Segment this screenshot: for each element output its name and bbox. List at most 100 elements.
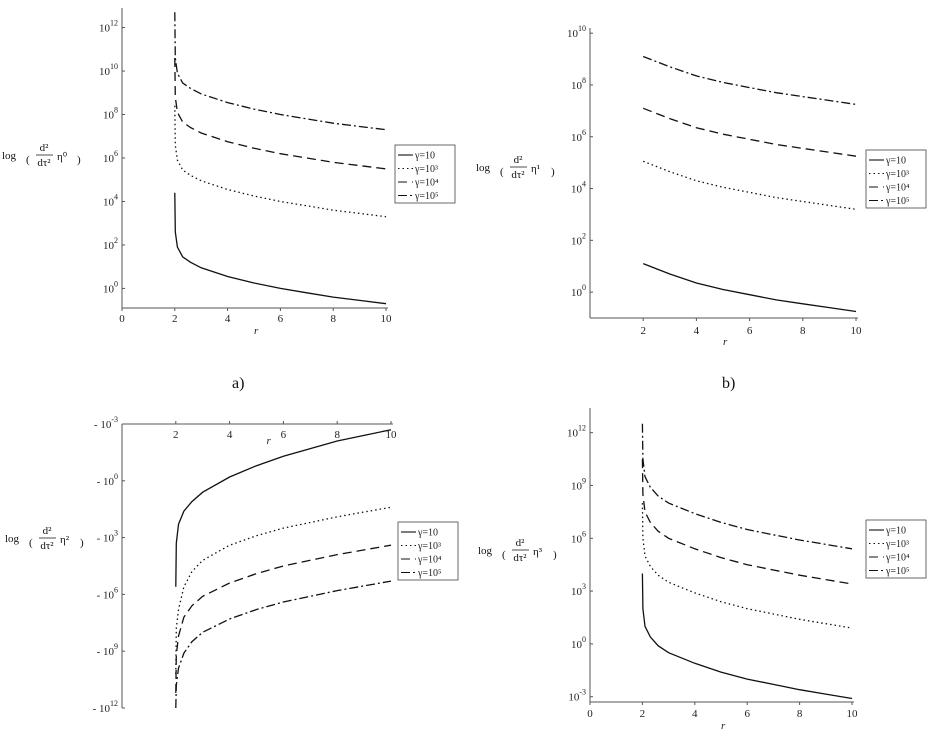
y-axis-label: log (d² dτ² η⁰) (2, 142, 81, 169)
x-tick-label: 4 (227, 429, 233, 441)
series-line-2 (175, 506, 392, 674)
y-axis-label-paren-open: ( (500, 166, 504, 178)
series-line-4 (174, 12, 387, 131)
y-tick-label: 109 (571, 476, 586, 492)
x-tick-label: 6 (281, 429, 287, 441)
y-tick-label: 102 (103, 236, 118, 252)
y-tick-label: 100 (103, 279, 118, 295)
series-line-2 (174, 105, 387, 218)
x-tick-label: 4 (225, 313, 231, 325)
legend-label: γ=10 (885, 156, 906, 167)
y-tick-label: 103 (571, 582, 586, 598)
y-axis-label-eta: η² (60, 534, 70, 546)
y-axis-label-paren-close: ) (77, 154, 81, 166)
y-tick-label: - 100 (97, 472, 118, 488)
series-line-1 (642, 262, 857, 313)
x-tick-label: 6 (747, 325, 753, 337)
y-tick-label: 100 (571, 635, 586, 651)
legend-label: γ=10⁵ (414, 191, 439, 202)
chart-panel-c: 2 4 6 8 10 r - 10-3 - 100 - 103 - 106 - 109 - 1012 l… (5, 415, 459, 715)
panel-label-a: a) (232, 375, 244, 392)
x-tick-label: 2 (640, 708, 646, 720)
y-axis-label-numerator: d² (40, 142, 50, 154)
series-line-1 (175, 429, 392, 587)
y-tick-label: 1010 (567, 24, 586, 40)
y-tick-label: 108 (103, 106, 118, 122)
series-line-3 (175, 544, 392, 693)
x-tick-label: 6 (278, 313, 284, 325)
x-axis-label: r (267, 435, 272, 447)
x-tick-label: 8 (797, 708, 803, 720)
legend-label: γ=10⁴ (414, 178, 439, 189)
y-axis-label-denominator: dτ² (40, 540, 54, 552)
y-axis-label-paren-open: ( (29, 537, 33, 549)
y-axis-label-denominator: dτ² (511, 169, 525, 181)
x-tick-label: 2 (640, 325, 646, 337)
y-axis-label-numerator: d² (43, 525, 53, 537)
legend-label: γ=10⁵ (885, 566, 910, 577)
series-line-2 (642, 160, 857, 210)
x-tick-label: 8 (800, 325, 806, 337)
series-line-3 (641, 459, 853, 585)
y-tick-label: 104 (103, 192, 118, 208)
y-axis-label-paren-close: ) (551, 166, 555, 178)
x-tick-label: 10 (851, 325, 863, 337)
y-tick-label: 10-3 (568, 688, 586, 704)
series-line-3 (642, 107, 857, 157)
x-axis-label: r (254, 325, 259, 337)
y-tick-label: 106 (571, 128, 586, 144)
y-axis-label-eta: η¹ (531, 163, 540, 175)
x-tick-label: 0 (119, 313, 125, 325)
y-axis-label-paren-open: ( (26, 154, 30, 166)
y-tick-label: 1012 (567, 424, 586, 440)
y-axis-label-paren-open: ( (502, 549, 506, 561)
y-axis-label-numerator: d² (516, 537, 526, 549)
y-axis-label-denominator: dτ² (37, 157, 51, 169)
x-tick-label: 8 (334, 429, 340, 441)
series-line-3 (174, 57, 387, 170)
y-axis-label-log: log (476, 162, 491, 174)
legend-label: γ=10³ (885, 539, 909, 550)
x-tick-label: 2 (172, 313, 178, 325)
y-axis-label-numerator: d² (514, 154, 524, 166)
legend-label: γ=10⁴ (885, 553, 910, 564)
y-tick-label: - 109 (97, 642, 118, 658)
y-tick-label: 100 (571, 283, 586, 299)
chart-panel-d: 0 2 4 6 8 10 r 10-3 100 103 106 109 1012 log (d² dτ² η³)… (478, 408, 927, 732)
y-tick-label: 104 (571, 180, 586, 196)
chart-panel-b: 2 4 6 8 10 r 100 102 104 106 108 1010 log (d² dτ² η¹) γ=… (476, 24, 927, 348)
legend-label: γ=10³ (417, 541, 441, 552)
y-tick-label: 108 (571, 76, 586, 92)
y-axis-label-paren-close: ) (553, 549, 557, 561)
x-tick-label: 8 (330, 313, 336, 325)
legend-label: γ=10³ (885, 169, 909, 180)
x-tick-label: 4 (692, 708, 698, 720)
y-tick-label: - 1012 (93, 699, 118, 715)
series-line-4 (641, 423, 853, 550)
y-tick-label: - 103 (97, 529, 118, 545)
y-tick-label: 1010 (99, 62, 118, 78)
x-tick-label: 0 (587, 708, 593, 720)
x-tick-label: 2 (173, 429, 179, 441)
y-axis-label-paren-close: ) (80, 537, 84, 549)
x-tick-label: 10 (386, 429, 398, 441)
legend-label: γ=10⁴ (417, 555, 442, 566)
y-axis-label-eta: η⁰ (57, 151, 68, 163)
x-axis-label: r (721, 720, 726, 732)
legend-label: γ=10⁴ (885, 183, 910, 194)
y-tick-label: - 10-3 (94, 415, 118, 431)
chart-panel-a: 0 2 4 6 8 10 r 100 102 104 106 108 1010 1012 log (d² dτ²… (2, 8, 456, 337)
x-tick-label: 6 (744, 708, 750, 720)
y-tick-label: - 106 (97, 585, 118, 601)
legend-label: γ=10⁵ (885, 196, 910, 207)
panel-label-b: b) (722, 375, 735, 392)
x-tick-label: 10 (847, 708, 859, 720)
y-tick-label: 106 (103, 149, 118, 165)
series-line-4 (175, 580, 392, 709)
y-tick-label: 102 (571, 231, 586, 247)
y-tick-label: 106 (571, 529, 586, 545)
series-line-2 (641, 503, 853, 629)
legend-label: γ=10 (885, 526, 906, 537)
legend-label: γ=10 (414, 151, 435, 162)
